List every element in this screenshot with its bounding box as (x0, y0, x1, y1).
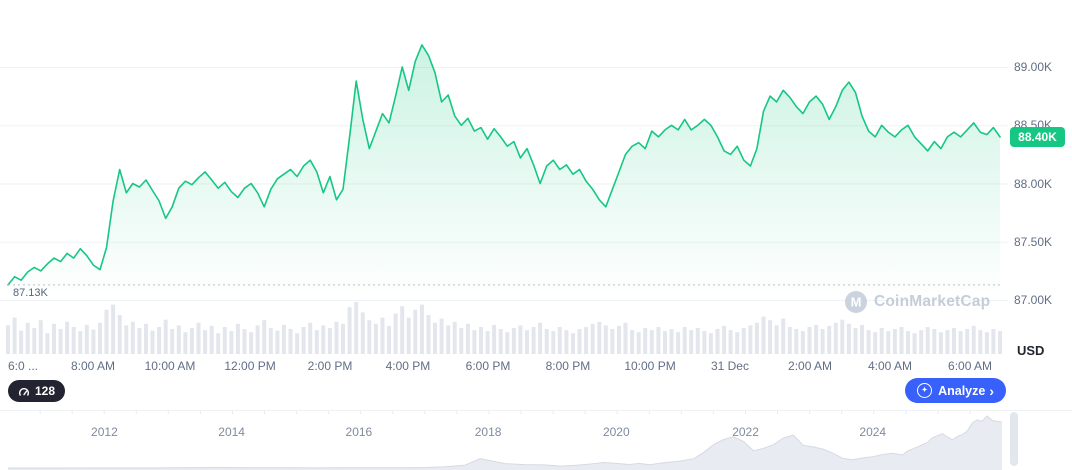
gauge-icon (19, 387, 29, 396)
price-area (8, 44, 1000, 301)
navigator-year-label: 2022 (732, 425, 759, 439)
svg-text:M: M (851, 295, 862, 310)
y-axis-label: 88.00K (1014, 176, 1053, 191)
navigator-line (8, 415, 1003, 469)
x-axis-label: 12:00 PM (224, 359, 276, 373)
analyze-label: Analyze (938, 383, 986, 398)
watermark-text: CoinMarketCap (874, 293, 991, 310)
x-axis-label: 4:00 AM (867, 359, 912, 373)
y-axis-label: 89.00K (1014, 60, 1053, 74)
navigator-area (8, 416, 1002, 470)
navigator-year-label: 2016 (345, 425, 373, 439)
coinmarketcap-logo-icon: M (845, 291, 867, 313)
x-axis-label: 4:00 PM (385, 359, 431, 373)
navigator-year-label: 2018 (474, 425, 502, 439)
coinmarketcap-watermark: M CoinMarketCap (845, 291, 990, 313)
navigator-canvas[interactable] (0, 410, 1072, 470)
x-axis-label: 6:0 ... (8, 359, 39, 373)
volume-bars (6, 302, 1002, 354)
x-axis-label: 10:00 PM (624, 359, 676, 373)
navigator-year-label: 2020 (602, 425, 630, 439)
currency-label: USD (1017, 343, 1045, 358)
price-chart-canvas[interactable] (0, 0, 1008, 356)
current-price-badge: 88.40K (1010, 126, 1065, 147)
y-axis-label: 87.50K (1014, 234, 1053, 249)
navigator-year-label: 2024 (859, 425, 887, 439)
navigator-year-label: 2014 (218, 425, 245, 439)
x-axis-label: 10:00 AM (144, 359, 196, 373)
analyze-button[interactable]: ✦ Analyze › (905, 378, 1006, 403)
x-axis-label: 8:00 PM (545, 359, 591, 373)
x-axis-label: 8:00 AM (70, 359, 116, 373)
x-axis-label: 6:00 PM (465, 359, 511, 373)
price-line (7, 44, 1001, 286)
low-price-label: 87.13K (13, 287, 48, 299)
time-axis[interactable]: 6:0 ... 8:00 AM 10:00 AM 12:00 PM 2:00 PM 4:0… (0, 359, 1008, 375)
x-axis-label: 2:00 AM (788, 359, 833, 373)
x-axis-label: 31 Dec (710, 359, 749, 373)
live-counter-pill[interactable]: 128 (8, 380, 66, 402)
navigator-scroll-handle[interactable] (1010, 412, 1018, 466)
navigator-year-label: 2012 (91, 425, 118, 439)
x-axis-label: 6:00 AM (948, 359, 993, 373)
date-range-navigator[interactable]: 2012 2014 2016 2018 2020 2022 2024 (0, 410, 1072, 470)
x-axis-label: 2:00 PM (307, 359, 353, 373)
chevron-right-icon: › (989, 382, 994, 399)
price-axis[interactable]: 88.40K 89.00K 88.50K 88.00K 87.50K 87.00K (1008, 0, 1072, 356)
y-axis-label: 87.00K (1014, 293, 1053, 307)
sparkle-icon: ✦ (917, 383, 933, 398)
live-count: 128 (35, 384, 56, 398)
